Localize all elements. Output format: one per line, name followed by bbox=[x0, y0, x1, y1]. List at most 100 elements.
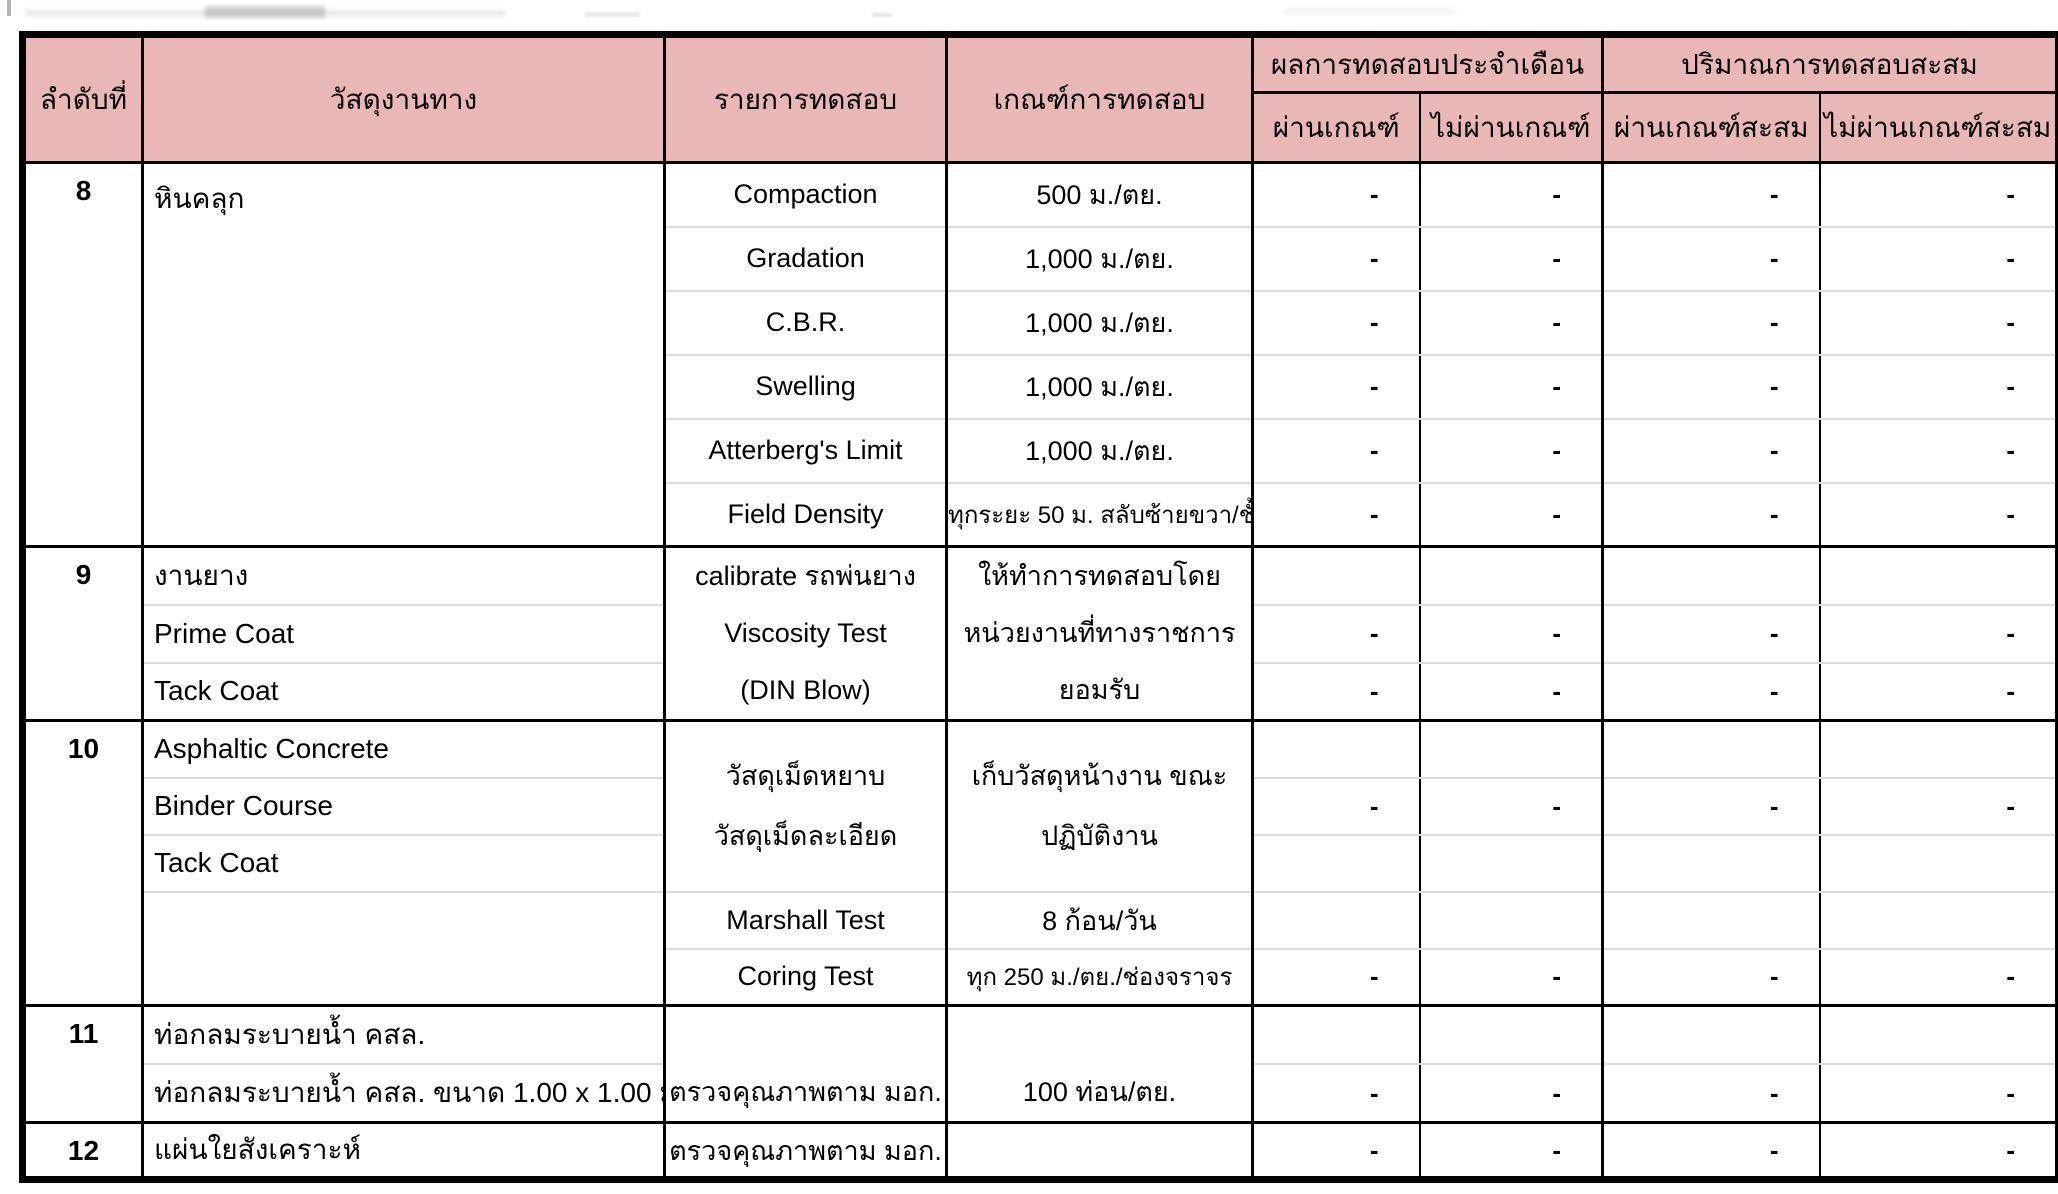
result-pass-cum-cell: - bbox=[1601, 226, 1820, 292]
material-cell: ท่อกลมระบายน้ำ คสล. ขนาด 1.00 x 1.00 ม. bbox=[141, 1064, 665, 1124]
result-fail-cum-cell bbox=[1818, 834, 2058, 893]
result-fail-cell bbox=[1418, 720, 1603, 779]
result-pass-cum-cell bbox=[1601, 720, 1820, 779]
result-fail-cell: - bbox=[1418, 354, 1603, 420]
header-row-subcolumns: ผ่านเกณฑ์ ไม่ผ่านเกณฑ์ ผ่านเกณฑ์สะสม ไม่… bbox=[23, 92, 2058, 164]
col-header-material: วัสดุงานทาง bbox=[141, 34, 665, 164]
result-pass-cell: - bbox=[1251, 948, 1420, 1007]
scan-artifact bbox=[872, 13, 892, 17]
result-fail-cum-cell: - bbox=[1818, 777, 2058, 836]
result-fail-cell bbox=[1418, 546, 1603, 606]
result-pass-cum-cell: - bbox=[1601, 162, 1820, 228]
result-pass-cum-cell: - bbox=[1601, 418, 1820, 484]
result-pass-cell: - bbox=[1251, 418, 1420, 484]
result-pass-cum-cell bbox=[1601, 546, 1820, 606]
col-header-no: ลำดับที่ bbox=[22, 34, 143, 164]
scan-artifact bbox=[585, 12, 640, 17]
result-pass-cell: - bbox=[1251, 482, 1420, 548]
result-pass-cell: - bbox=[1251, 162, 1420, 228]
result-pass-cum-cell bbox=[1601, 834, 1820, 893]
criteria-lines: เก็บวัสดุหน้างาน ขณะ ปฏิบัติงาน bbox=[971, 761, 1228, 852]
result-fail-cell: - bbox=[1418, 226, 1603, 292]
materials-testing-table: ลำดับที่ วัสดุงานทาง รายการทดสอบ เกณฑ์กา… bbox=[19, 31, 2058, 1183]
table-row: Tack Coat - - - - bbox=[23, 662, 2058, 722]
table-row: ท่อกลมระบายน้ำ คสล. ขนาด 1.00 x 1.00 ม. … bbox=[23, 1064, 2058, 1124]
result-fail-cell: - bbox=[1418, 1064, 1603, 1124]
criteria-cell: 1,000 ม./ตย. bbox=[945, 226, 1253, 292]
scan-artifact bbox=[205, 6, 325, 18]
material-cell: Prime Coat bbox=[141, 604, 665, 664]
criteria-cell: เก็บวัสดุหน้างาน ขณะ ปฏิบัติงาน bbox=[945, 720, 1253, 893]
material-cell: Tack Coat bbox=[141, 834, 665, 893]
criteria-cell: 500 ม./ตย. bbox=[945, 162, 1253, 228]
col-header-test: รายการทดสอบ bbox=[663, 34, 947, 164]
criteria-cell: 100 ท่อน/ตย. bbox=[945, 1005, 1253, 1124]
table-row: 8 หินคลุก Compaction 500 ม./ตย. - - - - bbox=[22, 162, 2058, 548]
test-name-cell: Gradation bbox=[663, 226, 947, 292]
criteria-cell: 8 ก้อน/วัน bbox=[945, 891, 1253, 950]
group-header-monthly-results: ผลการทดสอบประจำเดือน bbox=[1250, 34, 1603, 94]
result-fail-cell: - bbox=[1418, 418, 1603, 484]
result-pass-cum-cell bbox=[1601, 1005, 1820, 1065]
result-pass-cum-cell: - bbox=[1601, 777, 1820, 836]
result-fail-cum-cell: - bbox=[1818, 354, 2058, 420]
result-fail-cum-cell: - bbox=[1818, 948, 2058, 1007]
test-name-cell: วัสดุเม็ดหยาบ วัสดุเม็ดละเอียด bbox=[663, 720, 947, 893]
criteria-cell: ทุกระยะ 50 ม. สลับซ้ายขวา/ชั้น bbox=[945, 482, 1253, 548]
material-cell: Asphaltic Concrete bbox=[141, 720, 665, 779]
result-pass-cum-cell: - bbox=[1601, 290, 1820, 356]
criteria-cell: 1,000 ม./ตย. bbox=[945, 290, 1253, 356]
result-pass-cum-cell: - bbox=[1601, 482, 1820, 548]
result-fail-cum-cell: - bbox=[1818, 604, 2058, 664]
result-pass-cell: - bbox=[1251, 226, 1420, 292]
criteria-cell: 1,000 ม./ตย. bbox=[945, 418, 1253, 484]
result-pass-cum-cell: - bbox=[1601, 604, 1820, 664]
spacer bbox=[668, 1007, 946, 1064]
result-fail-cell: - bbox=[1418, 482, 1603, 548]
table-row: Prime Coat - - - - bbox=[23, 604, 2058, 664]
result-pass-cell bbox=[1251, 1005, 1420, 1065]
result-fail-cell bbox=[1418, 891, 1603, 950]
test-name-cell: Compaction bbox=[663, 162, 947, 228]
scan-artifact bbox=[25, 10, 505, 16]
test-name-cell: Coring Test bbox=[663, 948, 947, 1007]
scan-artifact bbox=[1285, 9, 1455, 14]
result-pass-cell: - bbox=[1251, 604, 1420, 664]
result-pass-cell bbox=[1251, 720, 1420, 779]
table-row: 11 ท่อกลมระบายน้ำ คสล. ตรวจคุณภาพตาม มอก… bbox=[22, 1005, 2058, 1124]
result-pass-cell: - bbox=[1251, 777, 1420, 836]
result-fail-cum-cell: - bbox=[1818, 1064, 2058, 1124]
result-fail-cell: - bbox=[1418, 290, 1603, 356]
result-pass-cell: - bbox=[1251, 1064, 1420, 1124]
test-name-cell: Swelling bbox=[663, 354, 947, 420]
result-pass-cum-cell: - bbox=[1601, 948, 1820, 1007]
result-pass-cell bbox=[1251, 891, 1420, 950]
test-name-cell: ตรวจคุณภาพตาม มอก. bbox=[663, 1005, 947, 1124]
result-fail-cum-cell bbox=[1818, 891, 2058, 950]
test-name-cell: C.B.R. bbox=[663, 290, 947, 356]
result-fail-cum-cell: - bbox=[1818, 482, 2058, 548]
result-pass-cum-cell bbox=[1601, 891, 1820, 950]
material-cell: งานยาง bbox=[141, 546, 665, 606]
result-fail-cum-cell: - bbox=[1818, 162, 2058, 228]
result-pass-cell: - bbox=[1251, 1122, 1420, 1180]
result-fail-cum-cell: - bbox=[1818, 226, 2058, 292]
table-row: Binder Course - - - - bbox=[23, 777, 2058, 836]
criteria-lines: 100 ท่อน/ตย. bbox=[950, 1007, 1252, 1120]
test-lines: วัสดุเม็ดหยาบ วัสดุเม็ดละเอียด bbox=[713, 761, 898, 852]
result-pass-cell bbox=[1251, 834, 1420, 893]
result-fail-cum-cell bbox=[1818, 720, 2058, 779]
test-name-cell: Marshall Test bbox=[663, 891, 947, 950]
row-no: 11 bbox=[22, 1005, 143, 1124]
table-row: 12 แผ่นใยสังเคราะห์ ตรวจคุณภาพตาม มอก. -… bbox=[23, 1122, 2058, 1180]
result-pass-cell: - bbox=[1251, 290, 1420, 356]
row-no: 8 bbox=[22, 162, 143, 548]
result-pass-cell: - bbox=[1251, 354, 1420, 420]
table-row: Gradation 1,000 ม./ตย. - - - - bbox=[23, 226, 2058, 292]
result-fail-cell: - bbox=[1418, 162, 1603, 228]
criteria-cell: ทุก 250 ม./ตย./ช่องจราจร bbox=[945, 948, 1253, 1007]
result-fail-cell: - bbox=[1418, 777, 1603, 836]
table-row: Field Density ทุกระยะ 50 ม. สลับซ้ายขวา/… bbox=[23, 482, 2058, 548]
result-fail-cum-cell bbox=[1818, 1005, 2058, 1065]
col-header-fail-cumulative: ไม่ผ่านเกณฑ์สะสม bbox=[1818, 92, 2058, 164]
